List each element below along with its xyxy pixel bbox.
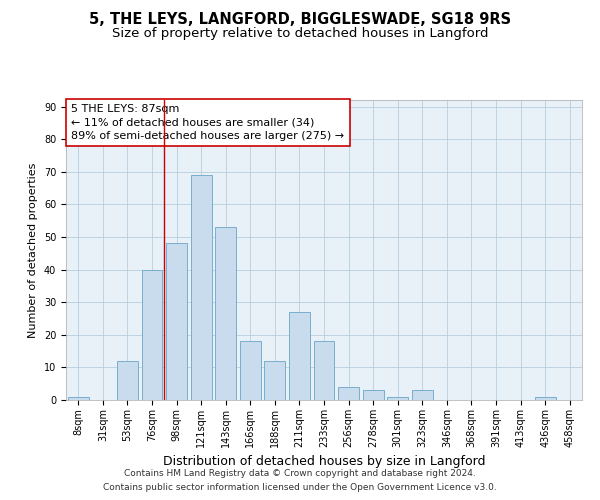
Bar: [535, 396, 556, 400]
Text: Contains HM Land Registry data © Crown copyright and database right 2024.: Contains HM Land Registry data © Crown c…: [124, 468, 476, 477]
Bar: [265, 361, 286, 400]
Text: 5, THE LEYS, LANGFORD, BIGGLESWADE, SG18 9RS: 5, THE LEYS, LANGFORD, BIGGLESWADE, SG18…: [89, 12, 511, 28]
Bar: [338, 387, 359, 400]
Bar: [191, 175, 212, 400]
Bar: [68, 396, 89, 400]
Bar: [362, 390, 383, 400]
Bar: [215, 227, 236, 400]
Text: Contains public sector information licensed under the Open Government Licence v3: Contains public sector information licen…: [103, 484, 497, 492]
X-axis label: Distribution of detached houses by size in Langford: Distribution of detached houses by size …: [163, 456, 485, 468]
Text: 5 THE LEYS: 87sqm
← 11% of detached houses are smaller (34)
89% of semi-detached: 5 THE LEYS: 87sqm ← 11% of detached hous…: [71, 104, 344, 141]
Bar: [412, 390, 433, 400]
Bar: [142, 270, 163, 400]
Bar: [166, 244, 187, 400]
Bar: [387, 396, 408, 400]
Bar: [117, 361, 138, 400]
Bar: [240, 342, 261, 400]
Bar: [289, 312, 310, 400]
Bar: [314, 342, 334, 400]
Y-axis label: Number of detached properties: Number of detached properties: [28, 162, 38, 338]
Text: Size of property relative to detached houses in Langford: Size of property relative to detached ho…: [112, 28, 488, 40]
